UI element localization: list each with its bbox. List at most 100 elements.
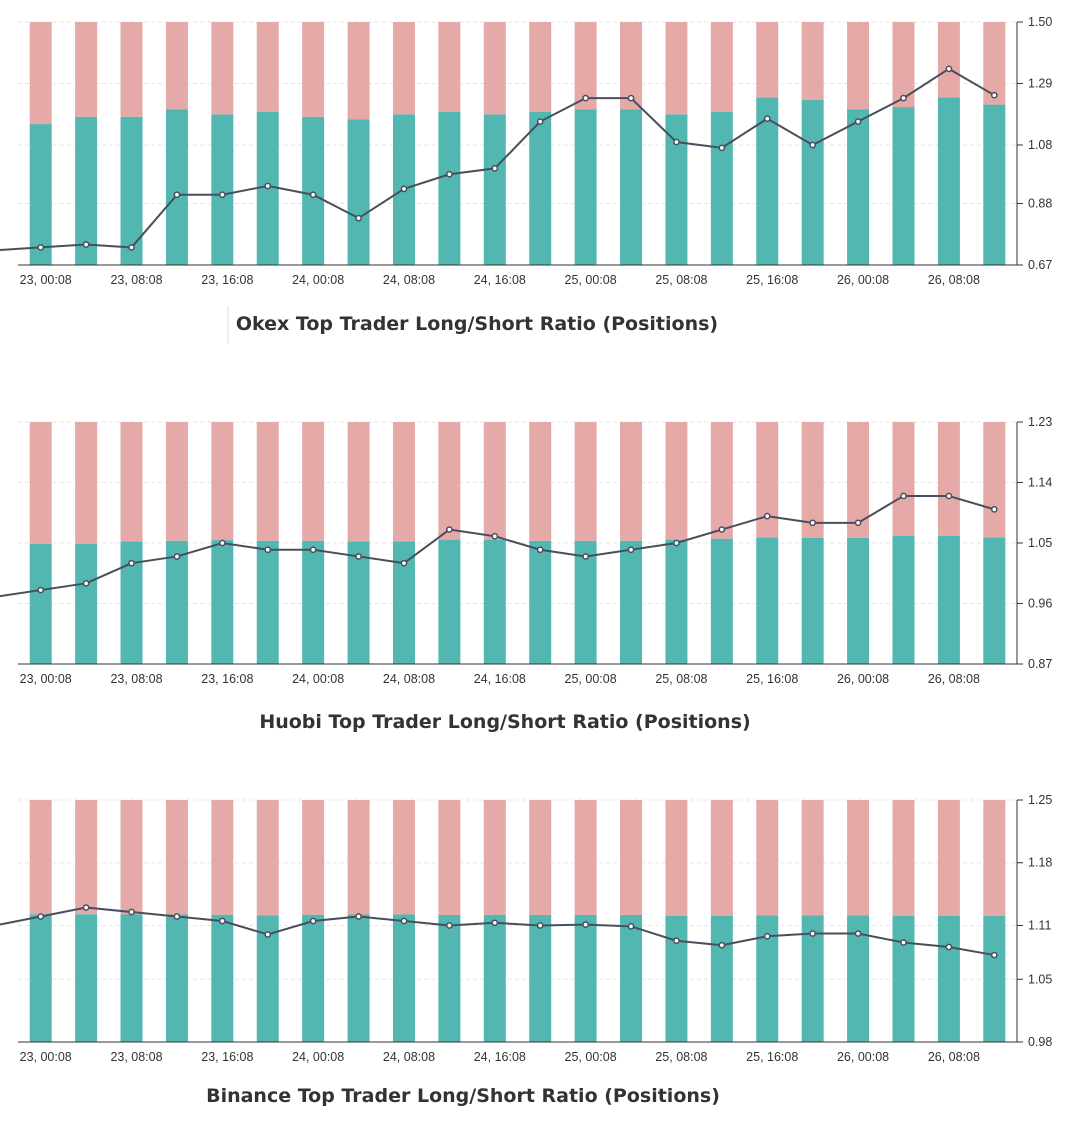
long-bar	[665, 114, 688, 265]
short-bar	[529, 22, 552, 112]
long-bar	[483, 914, 506, 1042]
ratio-point	[536, 118, 544, 125]
long-bar	[438, 539, 461, 664]
ratio-point	[627, 94, 635, 102]
short-bar	[892, 22, 915, 108]
x-tick-label: 25, 00:08	[565, 672, 617, 686]
long-bar	[801, 915, 824, 1042]
ratio-point	[491, 919, 499, 927]
x-tick-label: 24, 00:08	[292, 1050, 344, 1064]
x-tick-label: 25, 08:08	[655, 672, 707, 686]
y-tick-label: 1.08	[1028, 138, 1052, 152]
ratio-point	[582, 553, 589, 560]
ratio-point	[763, 512, 771, 520]
short-bar	[620, 22, 643, 110]
long-bar	[392, 914, 415, 1042]
ratio-point	[673, 937, 680, 945]
y-tick-label: 1.05	[1028, 536, 1052, 550]
short-bar	[801, 800, 824, 916]
short-bar	[756, 422, 779, 538]
ratio-point	[218, 917, 226, 925]
chart-panel-1: 1.50 1.29 1.08 0.88 0.67 23, 00:08 23, 08:08 23…	[0, 15, 1052, 344]
ratio-point	[854, 930, 862, 937]
short-bar	[438, 22, 461, 112]
short-bar	[937, 422, 960, 536]
ratio-point	[355, 214, 362, 222]
short-bar	[302, 800, 325, 915]
x-tick-label: 24, 08:08	[383, 273, 435, 287]
short-bar	[847, 422, 870, 538]
long-bar	[801, 99, 824, 265]
long-bar	[392, 541, 415, 664]
long-bar	[165, 540, 188, 664]
short-bar	[665, 800, 688, 916]
ratio-point	[945, 492, 953, 500]
y-tick-label: 0.88	[1028, 197, 1052, 211]
short-bar	[529, 422, 552, 541]
long-bar	[937, 915, 960, 1042]
short-bar	[756, 800, 779, 916]
x-tick-label: 26, 00:08	[837, 273, 889, 287]
long-bar	[120, 541, 143, 664]
ratio-point	[491, 165, 499, 172]
ratio-point	[627, 923, 635, 930]
ratio-point	[718, 941, 726, 949]
short-bar	[29, 422, 52, 544]
short-bar	[710, 22, 733, 112]
short-bar	[665, 422, 688, 540]
long-bar	[302, 116, 325, 266]
chart-title: Binance Top Trader Long/Short Ratio (Pos…	[206, 1085, 720, 1107]
ratio-point	[264, 931, 272, 938]
short-bar	[529, 800, 552, 915]
ratio-point	[446, 922, 453, 929]
long-bar	[211, 114, 234, 265]
short-bar	[710, 800, 733, 916]
long-bar	[620, 914, 643, 1042]
ratio-point	[582, 921, 589, 928]
ratio-point	[173, 191, 181, 199]
chart-panel-2: 1.23 1.14 1.05 0.96 0.87 23, 00:08 23, 08:08 23…	[0, 415, 1052, 733]
ratio-point	[900, 939, 907, 946]
short-bar	[120, 800, 143, 915]
x-tick-label: 23, 00:08	[20, 1050, 72, 1064]
y-tick-label: 1.50	[1028, 15, 1052, 29]
long-bar	[665, 915, 688, 1042]
long-bar	[574, 540, 597, 664]
long-bar	[438, 914, 461, 1042]
x-tick-label: 24, 00:08	[292, 273, 344, 287]
ratio-point	[173, 553, 181, 560]
long-bar	[756, 97, 779, 265]
x-tick-label: 25, 16:08	[746, 273, 798, 287]
ratio-point	[218, 191, 226, 199]
ratio-point	[173, 913, 181, 920]
short-bar	[665, 22, 688, 115]
short-bar	[574, 422, 597, 541]
short-bar	[801, 422, 824, 538]
ratio-point	[763, 115, 771, 122]
x-tick-label: 24, 08:08	[383, 672, 435, 686]
ratio-point	[37, 586, 45, 594]
long-bar	[120, 116, 143, 266]
long-bar	[165, 914, 188, 1042]
ratio-point	[536, 546, 544, 554]
long-bar	[847, 537, 870, 664]
ratio-point	[809, 930, 817, 937]
y-tick-label: 1.25	[1028, 793, 1052, 807]
x-tick-label: 25, 16:08	[746, 672, 798, 686]
short-bar	[165, 422, 188, 541]
long-bar	[620, 540, 643, 664]
short-bar	[983, 22, 1006, 105]
long-bar	[847, 915, 870, 1042]
short-bar	[392, 22, 415, 115]
ratio-point	[990, 951, 998, 959]
x-tick-label: 26, 08:08	[928, 672, 980, 686]
short-bar	[165, 800, 188, 915]
short-bar	[29, 22, 52, 125]
short-bar	[937, 22, 960, 98]
ratio-point	[82, 904, 90, 911]
y-tick-label: 1.14	[1028, 476, 1052, 490]
long-bar	[75, 543, 98, 664]
long-bar	[75, 914, 98, 1042]
